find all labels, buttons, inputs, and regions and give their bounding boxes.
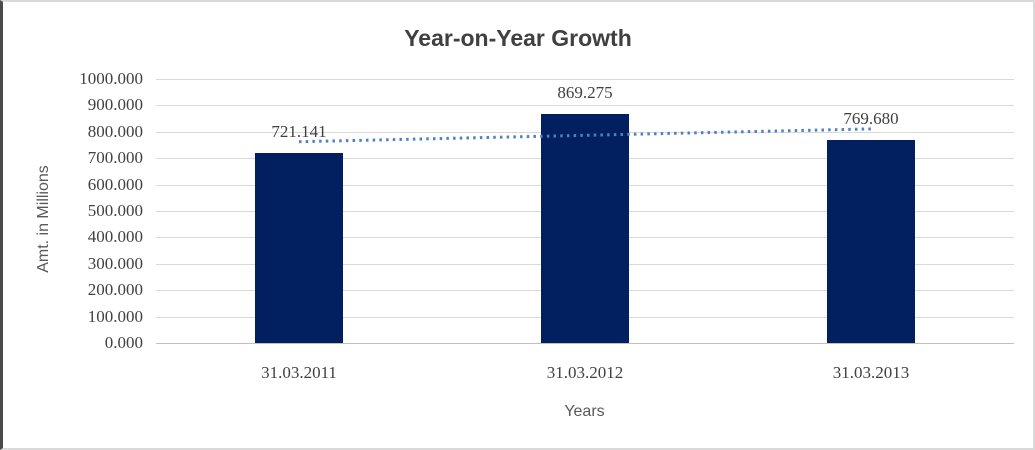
y-tick-label: 200.000: [87, 280, 143, 300]
chart-bar: [827, 139, 915, 343]
y-tick-label: 0.000: [104, 333, 143, 352]
y-tick-label: 700.000: [87, 148, 143, 168]
gridline: [156, 79, 1014, 80]
y-tick-label: 800.000: [87, 121, 143, 141]
x-axis-title: Years: [564, 403, 605, 420]
y-tick-label: 400.000: [87, 227, 143, 247]
x-tick-label: 31.03.2012: [546, 363, 624, 382]
y-tick-label: 300.000: [87, 253, 143, 273]
data-label: 721.141: [271, 121, 327, 141]
y-tick-label: 900.000: [87, 95, 143, 115]
x-tick-label: 31.03.2013: [832, 363, 910, 382]
y-tick-label: 1000.000: [79, 69, 143, 88]
gridline: [156, 105, 1014, 107]
chart-bar: [255, 152, 343, 343]
data-label: 769.680: [843, 108, 899, 128]
chart-title: Year-on-Year Growth: [404, 25, 632, 51]
y-tick-label: 600.000: [87, 174, 143, 194]
data-label: 869.275: [557, 82, 613, 102]
y-tick-label: 500.000: [87, 201, 143, 220]
chart-bar: [541, 113, 629, 343]
y-tick-label: 100.000: [87, 306, 143, 326]
x-tick-label: 31.03.2011: [261, 363, 337, 382]
x-axis-line: [156, 343, 1014, 344]
